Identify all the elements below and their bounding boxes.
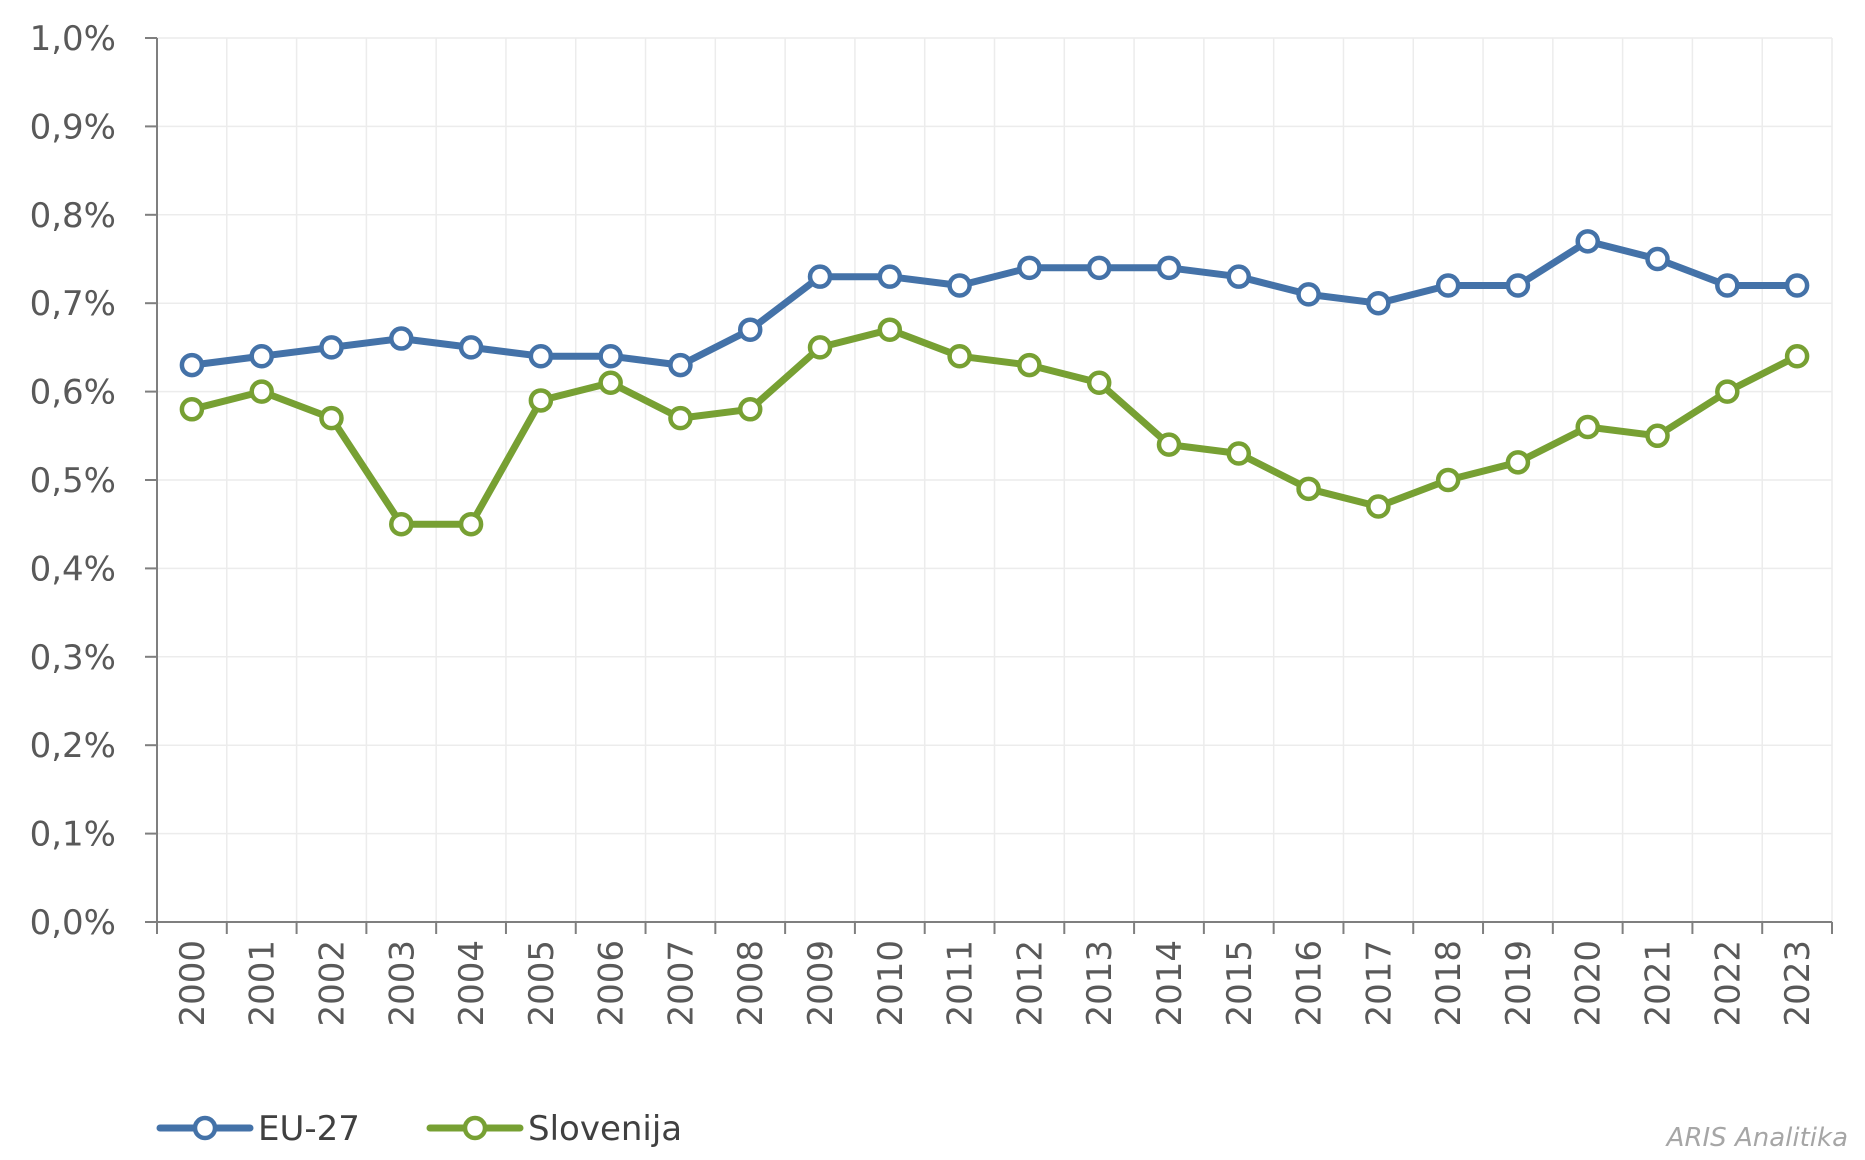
x-tick-label: 2001	[243, 940, 283, 1027]
x-tick-label: 2018	[1429, 940, 1469, 1027]
data-point	[179, 397, 205, 422]
data-point	[877, 317, 903, 342]
x-tick-label: 2000	[173, 940, 213, 1027]
x-tick-label: 2012	[1010, 940, 1050, 1027]
data-point	[1435, 273, 1461, 298]
data-point	[389, 326, 414, 351]
data-point	[1017, 352, 1042, 378]
data-point	[528, 343, 554, 369]
legend-item: EU-27	[156, 1109, 360, 1149]
x-tick-label: 2007	[661, 940, 701, 1027]
data-point	[249, 343, 274, 369]
legend-label: Slovenija	[528, 1109, 682, 1149]
x-tick-label: 2016	[1290, 940, 1330, 1027]
data-point	[1226, 264, 1252, 289]
y-tick-label: 0,5%	[30, 461, 116, 501]
y-tick-label: 0,7%	[30, 284, 116, 324]
x-tick-label: 2006	[592, 940, 632, 1027]
gridlines	[157, 37, 1833, 923]
x-tick-label: 2008	[731, 940, 771, 1027]
x-tick-label: 2010	[871, 940, 911, 1027]
legend-item: Slovenija	[426, 1109, 682, 1149]
y-tick-label: 0,6%	[30, 373, 116, 413]
data-point	[737, 397, 763, 422]
x-tick-label: 2020	[1569, 940, 1609, 1027]
data-point	[528, 388, 554, 413]
data-point	[389, 511, 414, 537]
x-axis-tick-labels: 2000 2001 2002 2003 2004 2005 2006 2007 2008 2009…	[173, 940, 1818, 1027]
data-point	[1505, 450, 1531, 475]
x-tick-label: 2002	[312, 940, 352, 1027]
data-point	[737, 317, 763, 342]
y-tick-label: 0,9%	[30, 107, 116, 147]
legend: EU-27 Slovenija	[156, 1109, 682, 1149]
data-point	[1086, 370, 1112, 396]
data-point	[947, 343, 972, 369]
series-group	[179, 229, 1810, 537]
data-point	[1575, 414, 1600, 440]
axes	[145, 37, 1833, 934]
data-point	[598, 370, 623, 396]
data-point	[1156, 432, 1182, 457]
data-point	[1645, 246, 1670, 272]
x-tick-label: 2013	[1080, 940, 1120, 1027]
series-slovenija	[179, 317, 1810, 537]
y-tick-label: 0,1%	[30, 815, 116, 855]
data-point	[1017, 255, 1042, 281]
data-point	[668, 352, 693, 378]
data-point	[1575, 229, 1600, 254]
data-point	[1715, 273, 1740, 298]
data-point	[1505, 273, 1531, 298]
data-point	[877, 264, 903, 289]
y-axis-tick-labels: 0,0% 0,1% 0,2% 0,3% 0,4% 0,5% 0,6% 0,7% 0,8% 0,9%…	[30, 19, 116, 943]
data-point	[598, 343, 623, 369]
x-tick-label: 2014	[1150, 940, 1190, 1027]
y-tick-label: 0,4%	[30, 549, 116, 589]
x-tick-label: 2021	[1639, 940, 1679, 1027]
data-point	[179, 352, 205, 378]
data-point	[1366, 494, 1391, 519]
data-point	[1366, 290, 1391, 316]
data-point	[1296, 476, 1321, 502]
y-tick-label: 0,8%	[30, 196, 116, 236]
x-tick-label: 2019	[1499, 940, 1539, 1027]
legend-marker	[462, 1115, 488, 1141]
data-point	[458, 335, 484, 360]
data-point	[1784, 343, 1810, 369]
data-point	[807, 264, 833, 289]
data-point	[947, 273, 972, 298]
data-point	[1435, 467, 1461, 493]
series-eu-27	[179, 229, 1810, 378]
data-point	[1086, 255, 1112, 281]
data-point	[1715, 379, 1740, 404]
data-point	[807, 335, 833, 360]
data-point	[668, 405, 693, 431]
data-point	[1645, 423, 1670, 449]
data-point	[249, 379, 274, 404]
data-point	[1296, 282, 1321, 307]
y-tick-label: 1,0%	[30, 19, 116, 59]
y-tick-label: 0,0%	[30, 903, 116, 943]
x-tick-label: 2023	[1778, 940, 1818, 1027]
y-tick-label: 0,3%	[30, 638, 116, 678]
credit-text: ARIS Analitika	[1665, 1123, 1848, 1153]
legend-label: EU-27	[258, 1109, 360, 1149]
x-tick-label: 2009	[801, 940, 841, 1027]
data-point	[1784, 273, 1810, 298]
x-tick-label: 2015	[1220, 940, 1260, 1027]
data-point	[319, 405, 344, 431]
data-point	[458, 511, 484, 537]
data-point	[1226, 441, 1252, 466]
data-point	[319, 335, 344, 360]
x-tick-label: 2011	[941, 940, 981, 1027]
x-tick-label: 2022	[1708, 940, 1748, 1027]
x-tick-label: 2017	[1359, 940, 1399, 1027]
x-tick-label: 2004	[452, 940, 492, 1027]
data-point	[1156, 255, 1182, 281]
y-tick-label: 0,2%	[30, 726, 116, 766]
x-tick-label: 2005	[522, 940, 562, 1027]
legend-marker	[192, 1115, 218, 1141]
x-tick-label: 2003	[382, 940, 422, 1027]
